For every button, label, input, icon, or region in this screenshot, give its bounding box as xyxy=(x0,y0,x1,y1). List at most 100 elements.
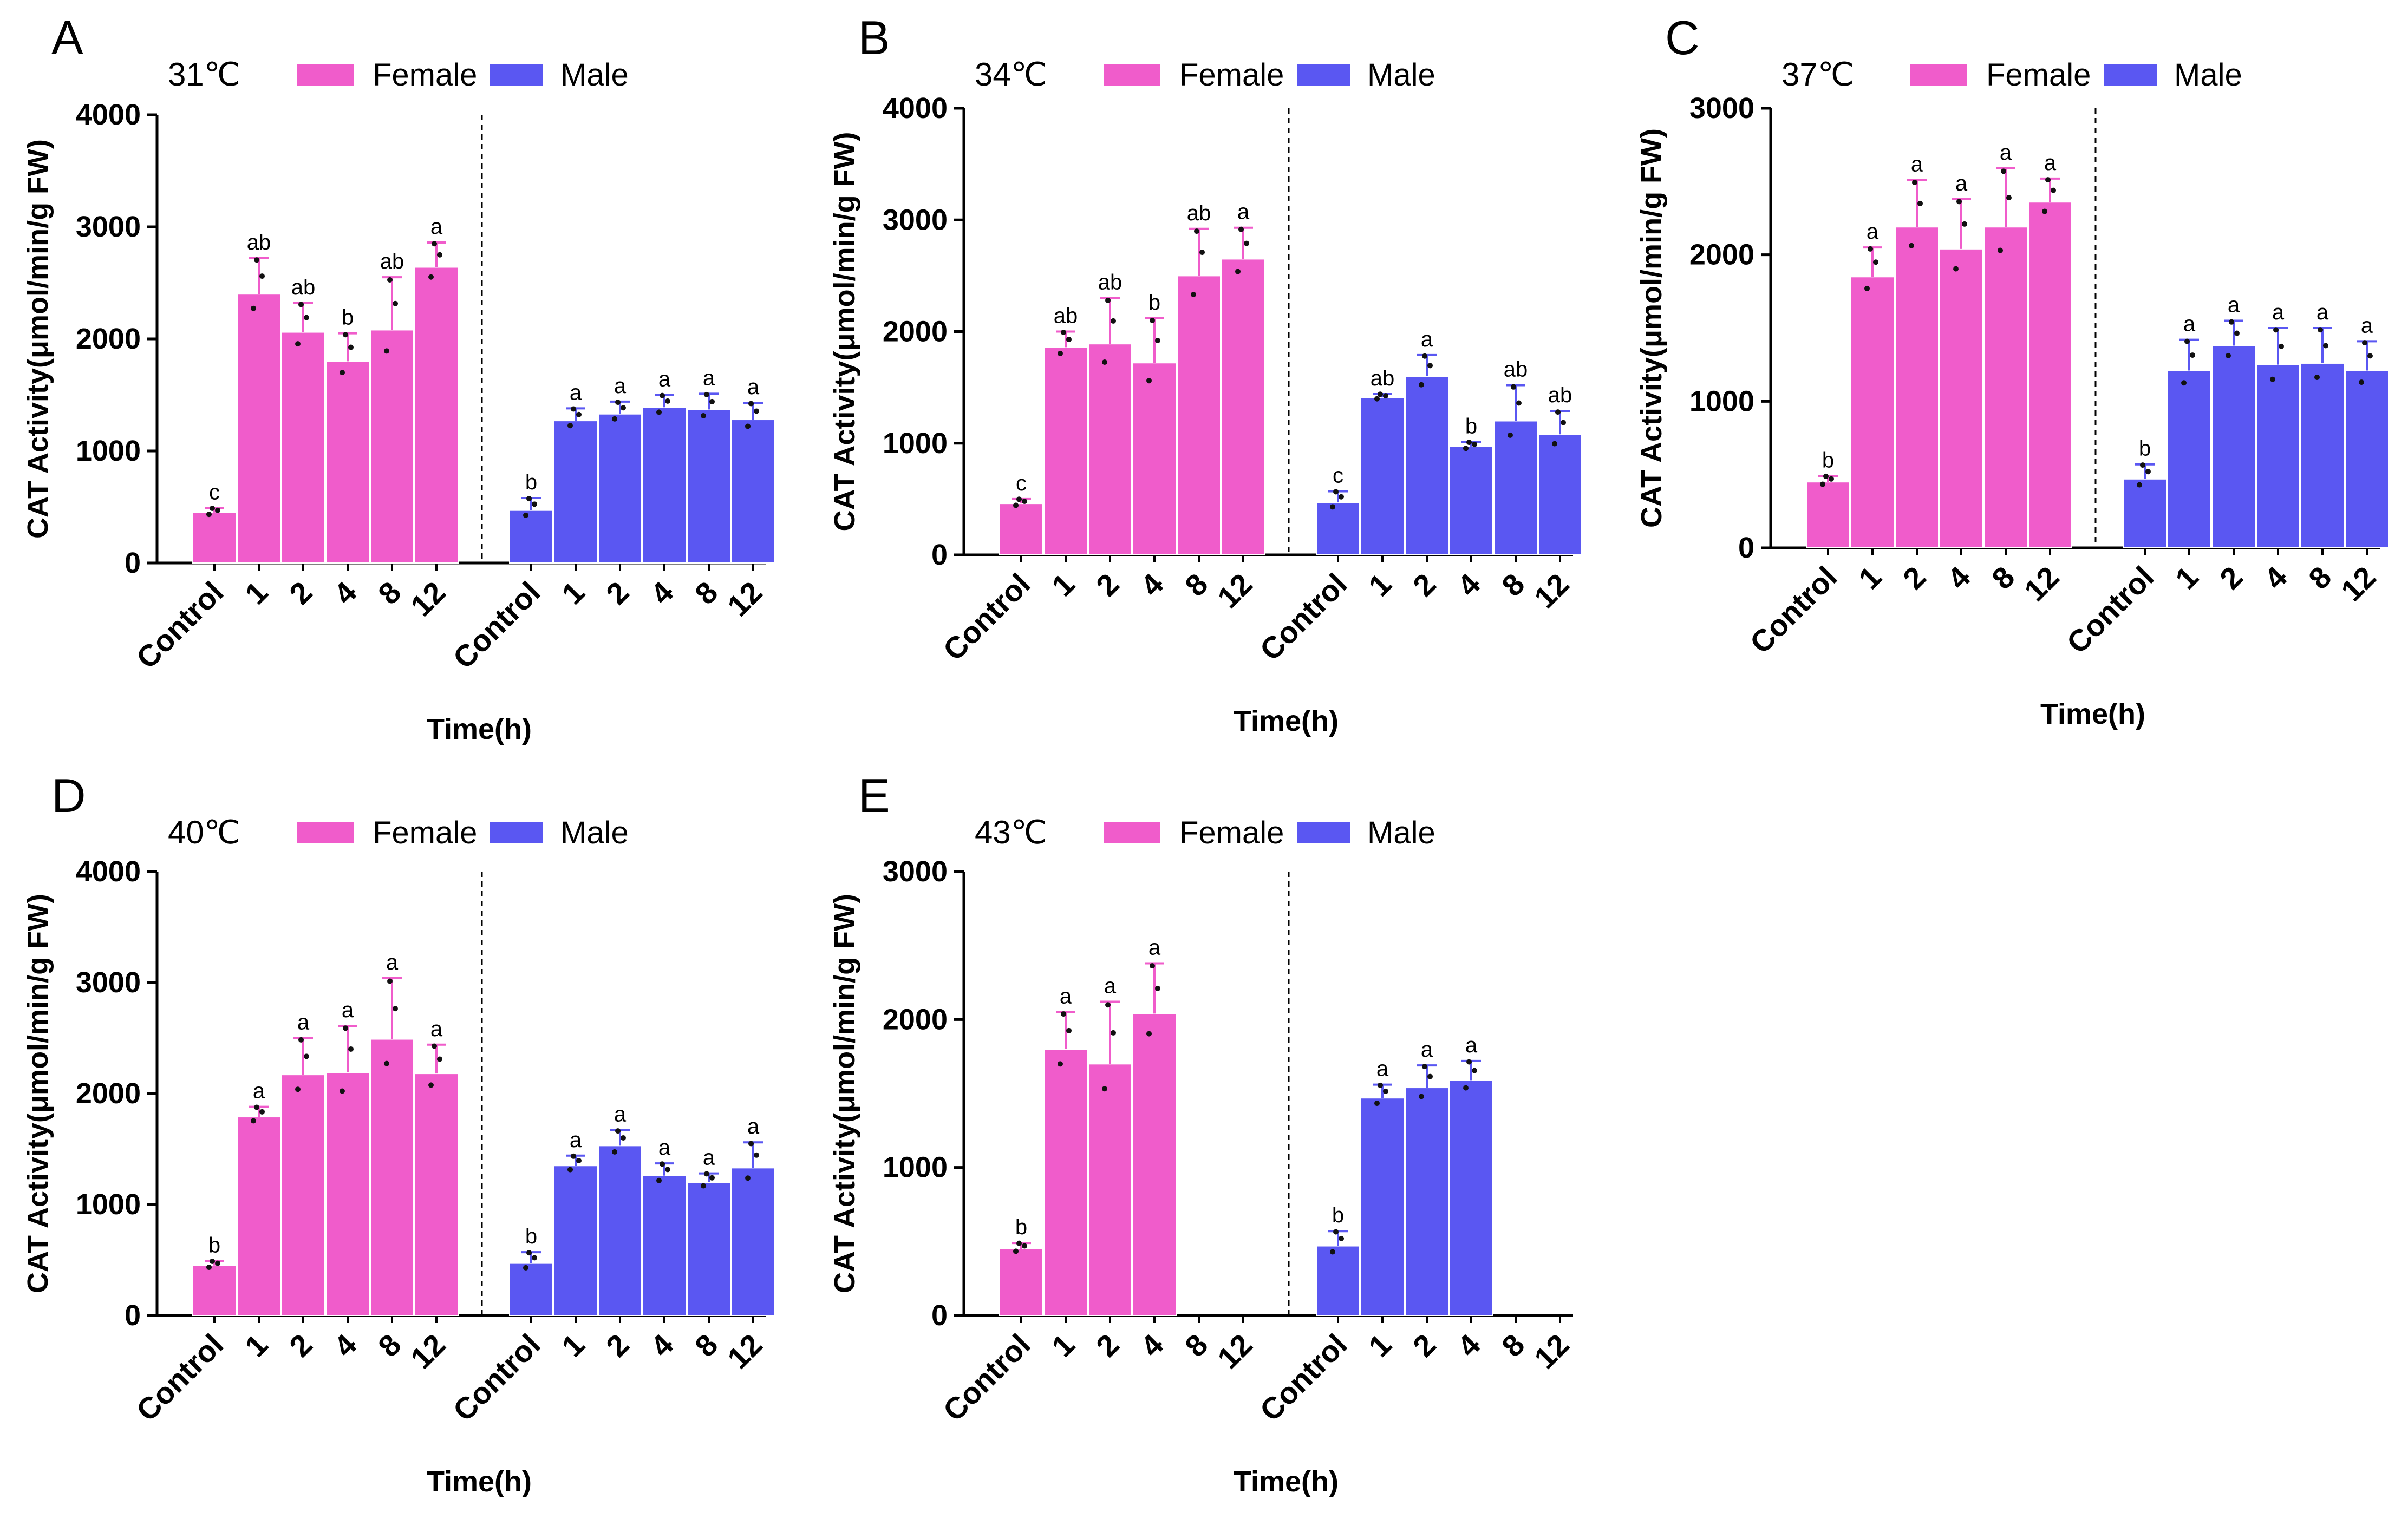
bar xyxy=(370,1038,414,1317)
x-tick-label: Control xyxy=(129,1327,230,1428)
legend-male-label: Male xyxy=(560,57,629,93)
data-point xyxy=(660,392,665,398)
x-tick-label: 4 xyxy=(1134,1327,1170,1364)
x-tick-label: 8 xyxy=(371,575,408,611)
significance-letter: ab xyxy=(1548,383,1572,407)
bar xyxy=(1132,362,1177,555)
data-point xyxy=(304,1053,309,1059)
x-tick-label: 4 xyxy=(1941,560,1977,596)
data-point xyxy=(1374,396,1380,402)
y-tick-label: 1000 xyxy=(883,1151,948,1184)
x-tick-label: 12 xyxy=(404,1327,452,1376)
panel-letter: A xyxy=(51,11,83,64)
significance-letter: b xyxy=(1465,415,1477,438)
data-point xyxy=(2323,343,2328,349)
x-tick-label: Control xyxy=(1743,560,1843,660)
significance-letter: a xyxy=(2183,312,2196,336)
x-tick-label: Control xyxy=(129,575,230,675)
significance-letter: a xyxy=(253,1079,265,1103)
significance-letter: a xyxy=(342,998,354,1022)
data-point xyxy=(748,401,754,407)
x-tick-label: 1 xyxy=(1852,560,1888,596)
data-point xyxy=(2273,327,2279,333)
x-tick-label: 4 xyxy=(327,575,363,611)
data-point xyxy=(1868,246,1873,252)
bar xyxy=(2256,364,2300,549)
bar xyxy=(1850,276,1895,548)
data-point xyxy=(1463,1085,1469,1091)
significance-letter: a xyxy=(1911,153,1923,176)
y-tick-label: 2000 xyxy=(76,323,141,355)
x-tick-label: 4 xyxy=(644,1327,680,1364)
data-point xyxy=(1333,1229,1339,1235)
data-point xyxy=(206,1265,212,1271)
data-point xyxy=(2051,187,2056,193)
significance-letter: b xyxy=(1332,1203,1344,1227)
data-point xyxy=(251,305,256,311)
bar xyxy=(687,409,731,564)
significance-letter: a xyxy=(658,1136,671,1160)
legend-female-swatch xyxy=(297,64,354,86)
data-point xyxy=(665,1167,670,1173)
bar xyxy=(1088,1063,1132,1317)
significance-letter: a xyxy=(614,1103,627,1127)
y-tick-label: 3000 xyxy=(883,204,948,236)
x-tick-label: 8 xyxy=(1985,560,2021,596)
data-point xyxy=(1561,420,1566,425)
data-point xyxy=(1909,243,1914,248)
bar xyxy=(553,1165,598,1316)
temperature-label: 40℃ xyxy=(168,814,240,850)
data-point xyxy=(1058,350,1063,356)
significance-letter: b xyxy=(342,306,354,330)
bar xyxy=(1177,275,1221,555)
x-tick-label: 4 xyxy=(2257,560,2294,596)
significance-letter: a xyxy=(1104,974,1117,998)
y-tick-label: 4000 xyxy=(76,855,141,888)
data-point xyxy=(1466,440,1472,446)
legend-female-label: Female xyxy=(373,57,477,93)
y-tick-label: 4000 xyxy=(883,92,948,125)
series-female: Control c 1 ab 2 ab 4 b 8 ab 12 a xyxy=(936,200,1265,667)
data-point xyxy=(2140,462,2145,468)
data-point xyxy=(1238,226,1244,232)
data-point xyxy=(1427,1073,1433,1079)
x-axis-title: Time(h) xyxy=(1234,1465,1339,1498)
data-point xyxy=(745,423,751,429)
data-point xyxy=(1105,297,1111,303)
legend: Female Male xyxy=(1104,57,1435,93)
data-point xyxy=(343,332,348,338)
data-point xyxy=(612,416,617,422)
y-tick-label: 0 xyxy=(1738,532,1754,564)
data-point xyxy=(748,1141,754,1147)
temperature-label: 31℃ xyxy=(168,56,240,93)
legend-male-swatch xyxy=(1297,64,1350,86)
y-axis-title: CAT Activity(μmol/min/g FW) xyxy=(22,139,54,539)
data-point xyxy=(709,1175,715,1181)
data-point xyxy=(576,1158,582,1164)
data-point xyxy=(1820,481,1825,487)
x-tick-label: 1 xyxy=(1362,1327,1398,1364)
data-point xyxy=(1150,963,1155,969)
data-point xyxy=(1427,363,1433,369)
legend-female-label: Female xyxy=(1986,57,2091,93)
data-point xyxy=(348,344,354,350)
panel-letter: D xyxy=(51,769,86,822)
data-point xyxy=(660,1161,665,1167)
legend-female-swatch xyxy=(1104,822,1160,843)
significance-letter: ab xyxy=(380,250,404,273)
significance-letter: c xyxy=(1016,472,1027,495)
data-point xyxy=(1155,338,1160,343)
data-point xyxy=(1016,1240,1022,1246)
x-tick-label: 1 xyxy=(1045,1327,1081,1364)
data-point xyxy=(1378,391,1383,397)
bar xyxy=(192,1265,237,1316)
significance-letter: ab xyxy=(1098,271,1123,294)
bar xyxy=(192,512,237,564)
x-tick-label: 12 xyxy=(1211,1327,1259,1376)
data-point xyxy=(298,1037,304,1043)
significance-letter: b xyxy=(1148,291,1160,315)
significance-letter: a xyxy=(2044,151,2057,175)
significance-letter: a xyxy=(1955,172,1968,195)
y-tick-label: 3000 xyxy=(1689,92,1754,125)
data-point xyxy=(1061,1011,1066,1017)
